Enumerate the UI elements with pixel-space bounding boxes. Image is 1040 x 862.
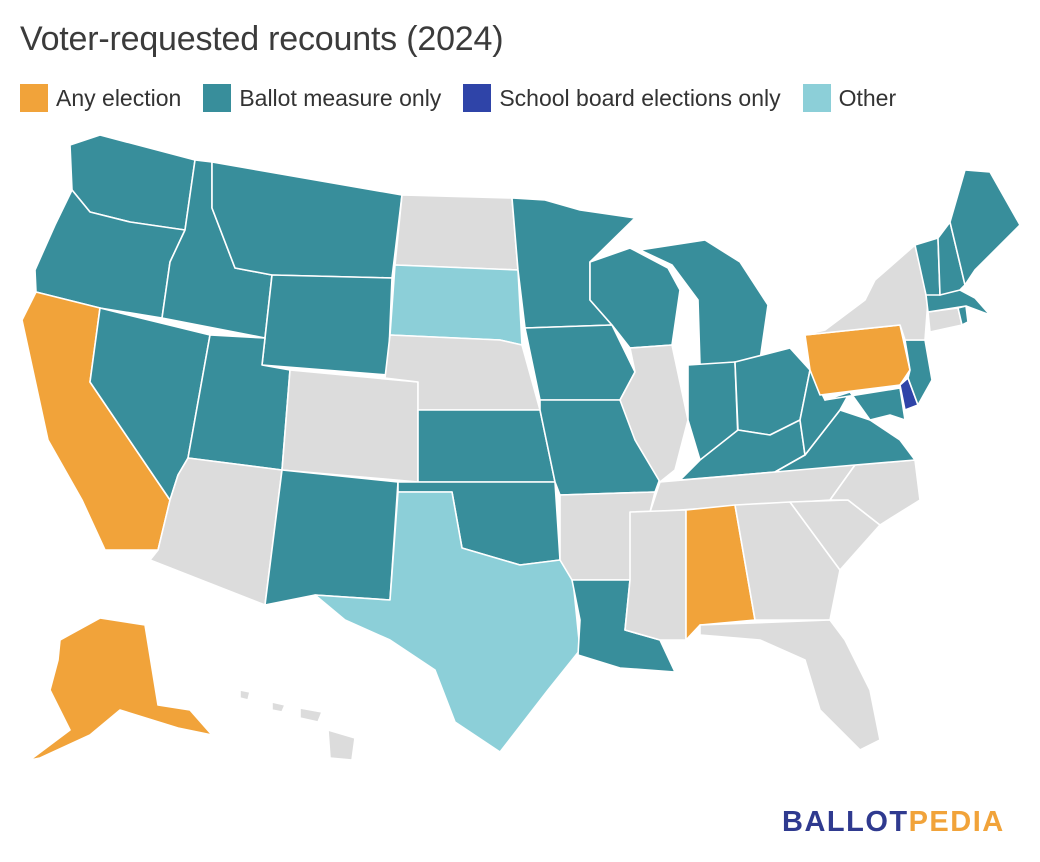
state-pennsylvania[interactable] — [804, 324, 911, 396]
state-georgia[interactable] — [734, 501, 841, 621]
state-florida[interactable] — [699, 619, 881, 751]
us-map — [21, 134, 1021, 761]
state-alabama[interactable] — [685, 504, 756, 641]
state-south-dakota[interactable] — [389, 264, 523, 346]
state-alaska[interactable] — [29, 617, 213, 761]
state-texas[interactable] — [314, 491, 581, 753]
legend-label: Ballot measure only — [239, 84, 442, 111]
legend-swatch-other — [802, 84, 831, 112]
legend-swatch-any-election — [20, 84, 48, 112]
state-new-york[interactable] — [804, 244, 929, 341]
ballotpedia-logo: BALLOTPEDIA — [782, 806, 1005, 838]
legend-item-ballot-measure: Ballot measure only — [203, 84, 441, 112]
legend-item-school-board: School board elections only — [463, 84, 781, 112]
state-wyoming[interactable] — [261, 274, 393, 376]
state-colorado[interactable] — [281, 369, 419, 483]
legend-item-other: Other — [802, 84, 897, 112]
state-north-dakota[interactable] — [394, 194, 519, 271]
map-title: Voter-requested recounts (2024) — [20, 20, 504, 58]
state-new-hampshire[interactable] — [937, 221, 966, 296]
legend-label: School board elections only — [499, 84, 781, 111]
state-montana[interactable] — [211, 161, 403, 279]
state-new-mexico[interactable] — [264, 469, 399, 606]
legend-label: Any election — [56, 84, 182, 111]
legend-item-any-election: Any election — [20, 84, 181, 112]
state-kansas[interactable] — [417, 409, 556, 483]
legend: Any election Ballot measure only School … — [20, 84, 918, 112]
state-iowa[interactable] — [524, 324, 636, 401]
legend-swatch-school-board — [463, 84, 492, 112]
state-hawaii[interactable] — [239, 689, 356, 761]
state-maine[interactable] — [949, 169, 1021, 286]
legend-swatch-ballot-measure — [203, 84, 232, 112]
legend-label: Other — [838, 84, 897, 111]
state-mississippi[interactable] — [624, 509, 687, 641]
